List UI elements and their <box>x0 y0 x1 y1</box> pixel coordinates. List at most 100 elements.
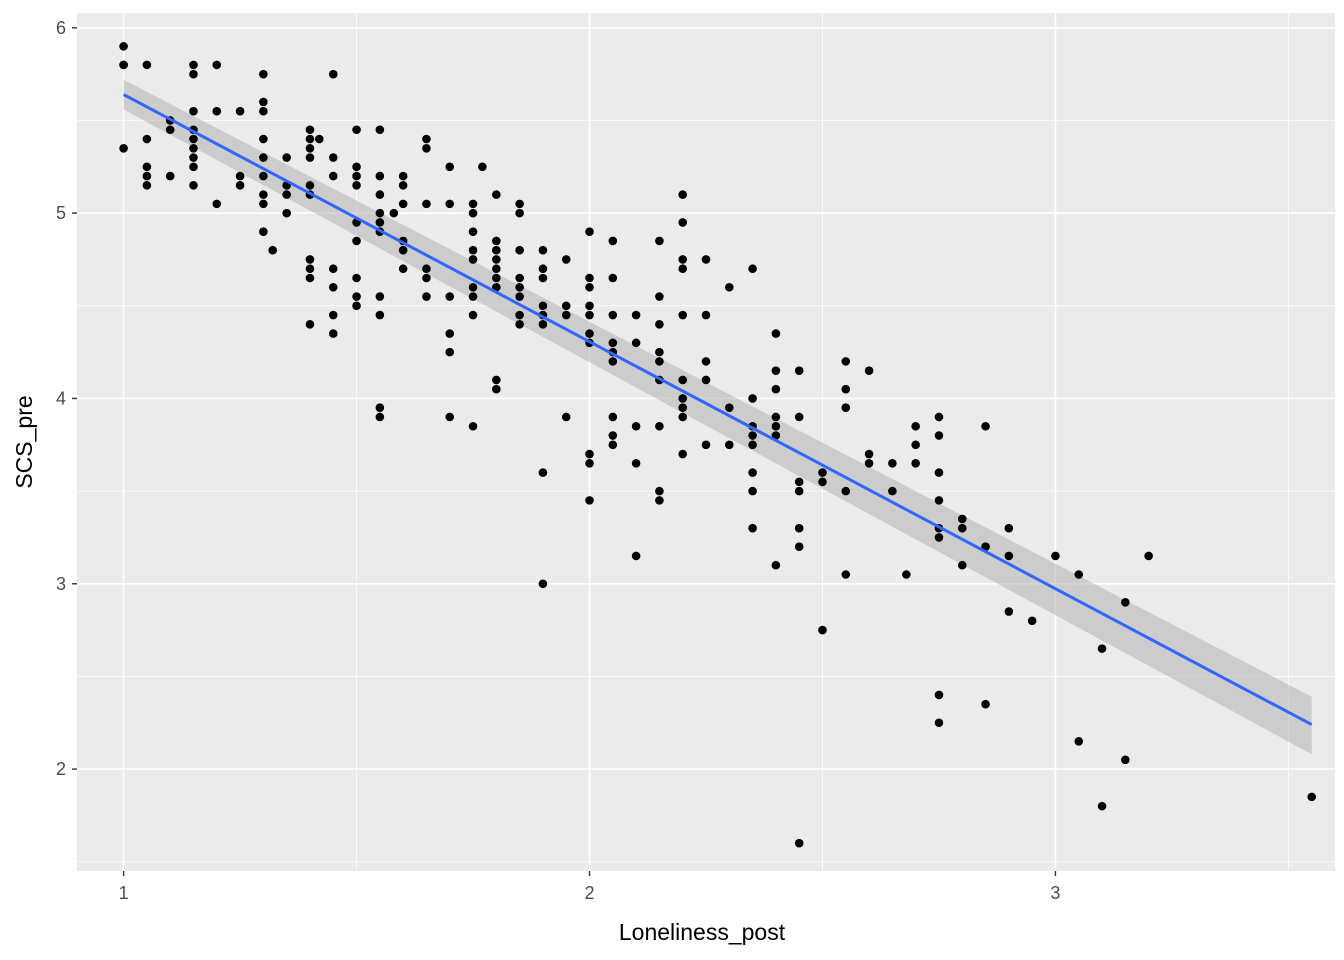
data-point <box>328 171 338 181</box>
data-point <box>165 125 175 135</box>
data-point <box>352 125 361 135</box>
data-point <box>818 477 827 487</box>
data-point <box>305 273 315 283</box>
data-point <box>189 134 198 144</box>
data-point <box>981 699 990 709</box>
data-point <box>585 459 594 468</box>
data-point <box>515 292 524 301</box>
data-point <box>189 106 198 116</box>
data-point <box>655 236 664 246</box>
data-point <box>1121 597 1130 607</box>
data-point <box>212 106 222 116</box>
data-point <box>492 264 501 274</box>
data-point <box>305 181 315 190</box>
data-point <box>352 301 361 311</box>
data-point <box>608 440 618 450</box>
data-point <box>305 143 315 153</box>
data-point <box>445 162 455 172</box>
data-point <box>608 236 618 246</box>
data-point <box>515 310 524 320</box>
y-tick-label: 4 <box>56 388 66 408</box>
data-point <box>771 384 781 394</box>
data-point <box>748 431 757 440</box>
data-point <box>375 125 385 135</box>
data-point <box>934 468 944 477</box>
data-point <box>585 496 594 505</box>
data-point <box>468 245 478 255</box>
data-point <box>492 190 501 199</box>
data-point <box>119 143 128 153</box>
data-point <box>492 384 501 394</box>
data-point <box>189 162 198 172</box>
data-point <box>841 486 851 496</box>
data-point <box>259 199 268 209</box>
data-point <box>678 412 688 422</box>
data-point <box>678 403 688 413</box>
data-point <box>585 273 594 283</box>
data-point <box>328 282 338 292</box>
data-point <box>655 421 664 431</box>
data-point <box>422 273 431 283</box>
data-point <box>748 394 757 403</box>
data-point <box>375 218 385 227</box>
data-point <box>655 292 664 301</box>
y-tick-label: 5 <box>56 203 66 223</box>
data-point <box>422 292 431 301</box>
data-point <box>538 245 548 255</box>
data-point <box>957 523 967 533</box>
data-point <box>259 106 268 116</box>
data-point <box>314 134 324 144</box>
data-point <box>259 171 268 181</box>
data-point <box>352 181 361 190</box>
data-point <box>608 273 618 283</box>
data-point <box>352 162 361 172</box>
data-point <box>888 459 897 468</box>
data-point <box>142 181 152 190</box>
data-point <box>1004 607 1014 616</box>
data-point <box>678 190 688 199</box>
data-point <box>259 69 268 79</box>
data-point <box>585 329 594 338</box>
data-point <box>305 320 315 329</box>
data-point <box>515 273 524 283</box>
data-point <box>934 431 944 440</box>
data-point <box>538 320 548 329</box>
data-point <box>189 153 198 162</box>
data-point <box>585 301 594 311</box>
data-point <box>1097 801 1107 811</box>
data-point <box>748 264 757 274</box>
data-point <box>678 449 688 459</box>
regression-line <box>122 93 1313 726</box>
data-point <box>1027 616 1037 626</box>
data-point <box>771 366 781 375</box>
data-point <box>1097 644 1107 653</box>
data-point <box>305 264 315 274</box>
data-point <box>1051 551 1060 561</box>
data-point <box>841 357 851 366</box>
data-point <box>902 570 911 579</box>
data-point <box>468 255 478 264</box>
data-point <box>259 227 268 236</box>
grid-minor <box>77 13 1335 871</box>
data-point <box>888 486 897 496</box>
data-point <box>934 690 944 700</box>
data-point <box>794 523 804 533</box>
data-point <box>398 199 408 209</box>
data-point <box>608 338 618 348</box>
data-point <box>305 153 315 162</box>
data-point <box>585 449 594 459</box>
data-point <box>678 310 688 320</box>
data-point <box>235 181 245 190</box>
data-point <box>701 357 711 366</box>
data-point <box>492 273 501 283</box>
data-point <box>328 264 338 274</box>
data-point <box>259 153 268 162</box>
data-point <box>468 227 478 236</box>
data-point <box>771 421 781 431</box>
data-point <box>189 143 198 153</box>
data-point <box>119 60 128 70</box>
data-point <box>375 190 385 199</box>
data-point <box>818 625 827 635</box>
data-point <box>515 199 524 209</box>
